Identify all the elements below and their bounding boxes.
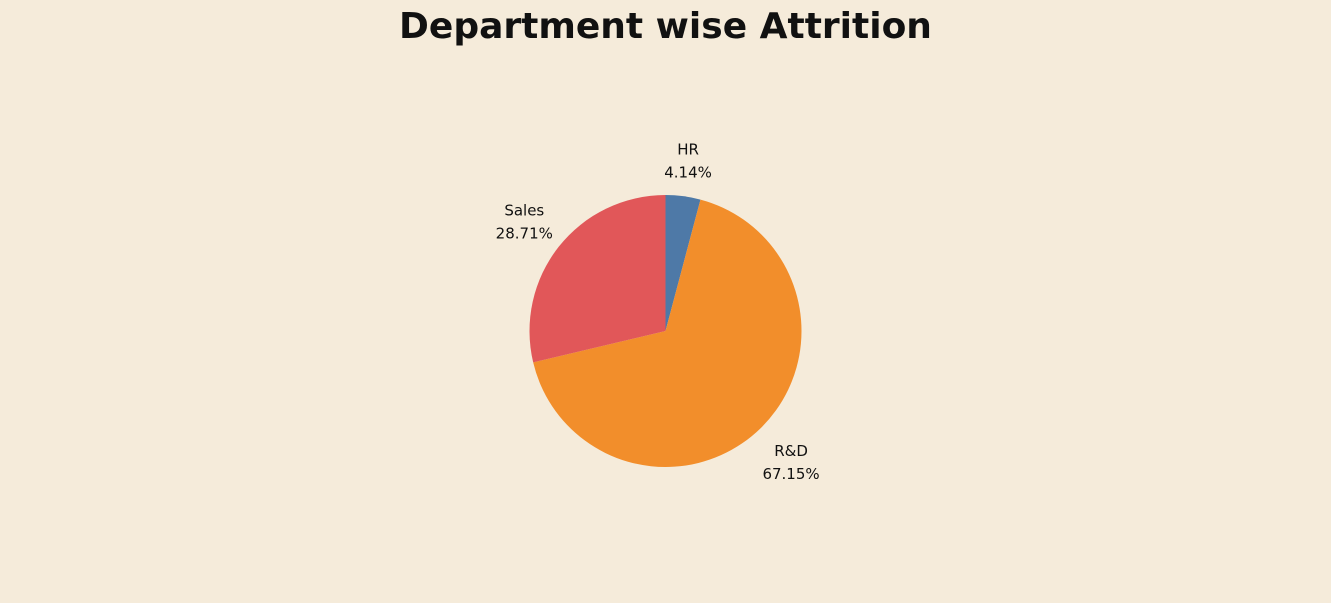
slice-label-sales: Sales: [504, 201, 544, 219]
pie-slices: [529, 195, 802, 468]
pie-labels: HR 4.14% R&D 67.15% Sales 28.71%: [496, 140, 820, 483]
slice-label-hr: HR: [677, 140, 699, 158]
pie-slice-hr[interactable]: [665, 195, 701, 331]
slice-value-sales: 28.71%: [496, 224, 553, 242]
pie-slice-sales[interactable]: [529, 195, 666, 363]
pie-slice-r-d[interactable]: [533, 199, 802, 468]
slice-label-r-d: R&D: [774, 442, 808, 460]
chart-title: Department wise Attrition: [399, 6, 932, 47]
slice-value-hr: 4.14%: [664, 163, 712, 181]
slice-value-r-d: 67.15%: [762, 465, 819, 483]
